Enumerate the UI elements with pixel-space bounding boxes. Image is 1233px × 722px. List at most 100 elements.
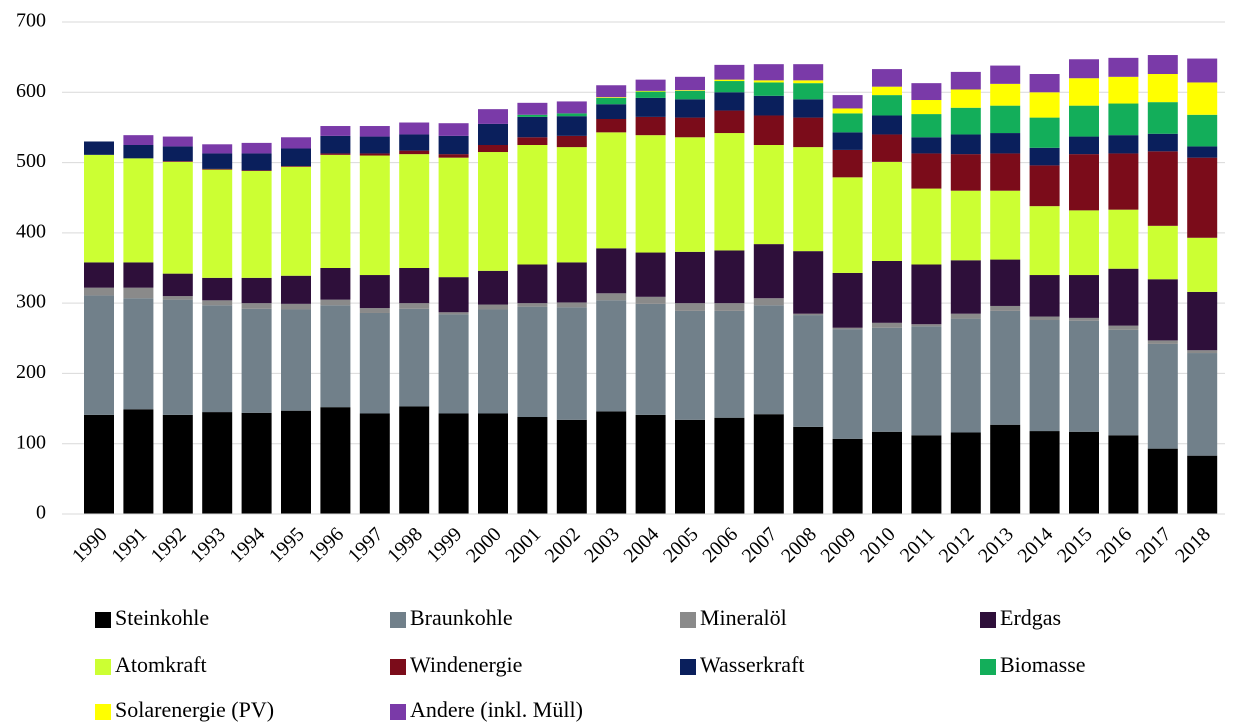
bar-segment [1187, 157, 1218, 238]
bar-segment [872, 95, 902, 116]
bar-segment [675, 310, 705, 420]
bar-segment [753, 82, 784, 96]
bar-segment [596, 132, 627, 249]
bar-segment [84, 262, 114, 288]
x-tick-label: 2004 [620, 523, 664, 567]
bar-segment [1029, 147, 1060, 166]
bar-segment [1187, 350, 1218, 354]
bar-segment [832, 149, 863, 178]
bar-segment [1187, 237, 1218, 292]
bar-segment [84, 287, 114, 296]
bar-segment [1187, 455, 1218, 514]
bar-segment [1147, 74, 1178, 103]
bar-segment [399, 268, 430, 304]
bar-segment [596, 97, 627, 98]
bar-segment [1147, 225, 1178, 280]
bar-segment [1069, 431, 1099, 514]
bar-segment [1108, 76, 1139, 104]
x-tick-label: 1992 [147, 523, 191, 567]
bar-segment [241, 142, 272, 154]
bar-segment [1108, 325, 1139, 330]
legend-swatch [95, 704, 111, 720]
bar-segment [950, 107, 981, 135]
bar-segment [1147, 133, 1178, 152]
bar-segment [872, 322, 902, 328]
bar-segment [202, 169, 233, 278]
bar-segment [399, 406, 430, 514]
bar-segment [635, 91, 666, 98]
bar-segment [990, 153, 1021, 191]
legend-label: Biomasse [1000, 652, 1086, 677]
bar-segment [675, 76, 705, 91]
bar-segment [359, 308, 390, 313]
bar-segment [1187, 82, 1218, 115]
bar-segment [556, 101, 587, 114]
bar-segment [793, 83, 824, 100]
bar-segment [1187, 58, 1218, 83]
bar-segment [320, 154, 351, 268]
bar-segment [359, 155, 390, 276]
bar-segment [123, 135, 154, 145]
legend-label: Solarenergie (PV) [115, 697, 274, 722]
bar-segment [872, 115, 902, 135]
bar-segment [872, 260, 902, 323]
bar-segment [675, 419, 705, 514]
bar-segment [241, 303, 272, 309]
bar-segment [990, 65, 1021, 84]
bar-segment [202, 300, 233, 306]
bar-segment [1187, 114, 1218, 147]
bar-segment [635, 97, 666, 117]
bar-segment [990, 133, 1021, 154]
bar-segment [556, 113, 587, 117]
y-tick-label: 100 [16, 431, 46, 453]
bar-segment [753, 95, 784, 116]
bar-segment [202, 144, 233, 154]
bar-segment [675, 117, 705, 138]
bar-segment [832, 327, 863, 330]
legend-swatch [390, 612, 406, 628]
bar-segment [832, 108, 863, 114]
bar-segment [714, 64, 745, 80]
bar-segment [793, 313, 824, 316]
bar-segment [793, 80, 824, 84]
x-tick-label: 2011 [896, 523, 939, 566]
bar-segment [281, 275, 311, 304]
x-tick-label: 1999 [423, 523, 467, 567]
bar-segment [517, 145, 548, 265]
bar-segment [123, 409, 154, 514]
bar-segment [438, 314, 469, 414]
bar-segment [793, 117, 824, 148]
x-tick-label: 1997 [344, 523, 388, 567]
legend-label: Andere (inkl. Müll) [410, 697, 583, 722]
bar-segment [911, 324, 942, 327]
bar-segment [320, 305, 351, 408]
bar-segment [753, 115, 784, 145]
bar-segment [399, 308, 430, 407]
bar-segment [359, 153, 390, 156]
bar-segment [990, 105, 1021, 134]
bar-segment [635, 79, 666, 91]
bar-segment [714, 303, 745, 311]
bar-segment [872, 134, 902, 162]
bar-segment [320, 268, 351, 300]
bar-segment [438, 123, 469, 136]
bar-segment [556, 307, 587, 420]
y-tick-label: 700 [16, 10, 46, 32]
bar-segment [950, 71, 981, 90]
y-tick-label: 600 [16, 80, 46, 102]
bar-segment [359, 413, 390, 514]
bar-segment [635, 303, 666, 415]
bar-segment [596, 248, 627, 294]
legend-swatch [390, 659, 406, 675]
bar-segment [714, 133, 745, 251]
bar-segment [1108, 209, 1139, 269]
x-tick-label: 2013 [974, 523, 1018, 567]
bar-segment [162, 161, 193, 162]
y-tick-label: 500 [16, 150, 46, 172]
bar-segment [635, 296, 666, 304]
bar-segment [556, 302, 587, 308]
bar-segment [123, 298, 154, 410]
bar-segment [1147, 55, 1178, 75]
bar-segment [832, 113, 863, 133]
x-tick-label: 2018 [1171, 523, 1215, 567]
